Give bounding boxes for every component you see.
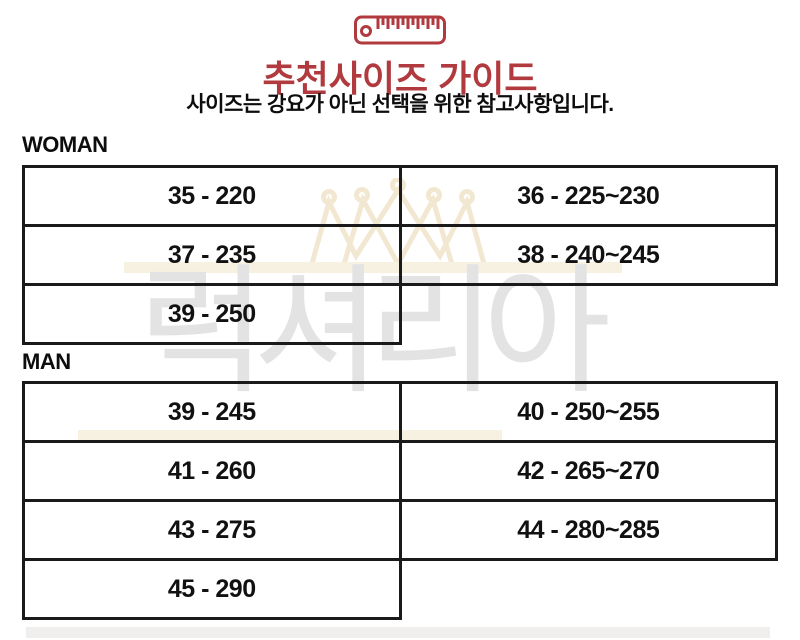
size-cell: 42 - 265~270: [398, 440, 778, 502]
woman-size-table: 35 - 220 36 - 225~230 37 - 235 38 - 240~…: [22, 165, 778, 345]
size-cell: 44 - 280~285: [398, 499, 778, 561]
table-row: 35 - 220 36 - 225~230: [22, 165, 778, 227]
table-row: 41 - 260 42 - 265~270: [22, 440, 778, 502]
section-label-man: MAN: [22, 349, 71, 374]
section-label-woman: WOMAN: [22, 132, 108, 157]
empty-cell: [400, 285, 777, 344]
size-cell: 36 - 225~230: [398, 165, 778, 227]
size-cell: 35 - 220: [22, 165, 402, 227]
empty-cell: [400, 560, 777, 619]
watermark-bottom-band: [26, 627, 770, 638]
size-cell: 39 - 245: [22, 381, 402, 443]
page-subtitle: 사이즈는 강요가 아닌 선택을 위한 참고사항입니다.: [186, 93, 614, 116]
size-cell: 41 - 260: [22, 440, 402, 502]
table-row: 39 - 250: [22, 283, 777, 345]
table-row: 43 - 275 44 - 280~285: [22, 499, 778, 561]
table-row: 37 - 235 38 - 240~245: [22, 224, 778, 286]
size-cell: 43 - 275: [22, 499, 402, 561]
man-size-table: 39 - 245 40 - 250~255 41 - 260 42 - 265~…: [22, 381, 778, 620]
size-cell: 38 - 240~245: [398, 224, 778, 286]
ruler-icon: [354, 15, 446, 45]
table-row: 39 - 245 40 - 250~255: [22, 381, 778, 443]
page-title: 추천사이즈 가이드: [262, 58, 538, 99]
table-row: 45 - 290: [22, 558, 777, 620]
size-cell: 40 - 250~255: [398, 381, 778, 443]
size-cell: 39 - 250: [22, 283, 402, 345]
size-cell: 45 - 290: [22, 558, 402, 620]
size-cell: 37 - 235: [22, 224, 402, 286]
